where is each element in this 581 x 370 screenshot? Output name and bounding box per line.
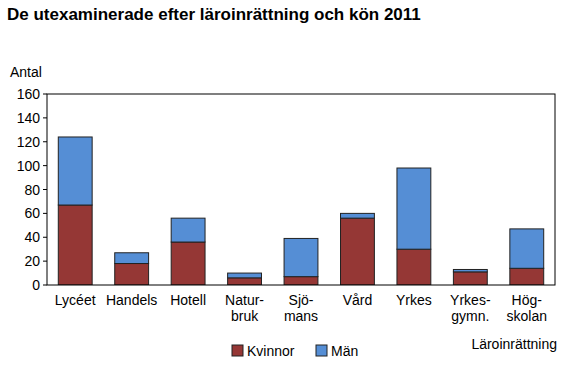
category-label-line: skolan [507,308,547,324]
category-label-line: Yrkes [396,292,432,308]
tick-label: 0 [32,277,40,293]
bar [284,238,318,276]
bar [171,242,205,285]
legend-label: Kvinnor [247,343,295,359]
tick-label: 40 [24,229,40,245]
tick [43,237,47,238]
tick-label: 120 [17,134,41,150]
tick-label: 20 [24,253,40,269]
bar [228,273,262,278]
category-label-line: Lycéet [55,292,96,308]
tick [43,94,47,95]
tick-label: 80 [24,182,40,198]
bar [228,278,262,285]
category-label-line: Vård [343,292,373,308]
category-label-line: Yrkes- [450,292,491,308]
bar [453,272,487,285]
category-label: Natur-bruk [225,292,264,324]
category-label-line: gymn. [451,308,489,324]
bars [58,137,543,285]
tick [43,261,47,262]
tick [43,141,47,142]
tick-label: 140 [17,110,41,126]
bar [397,168,431,249]
bar [115,253,149,264]
bar [341,213,375,218]
tick [43,165,47,166]
chart: 0 20 40 60 80 100 120 140 160 Antal Lycéet Handels H… [0,0,581,370]
tick [43,213,47,214]
legend-swatch [232,345,243,356]
legend-label: Män [331,343,358,359]
plot-frame [47,94,555,285]
category-label-line: Hotell [170,292,206,308]
bar [397,249,431,285]
bar [453,269,487,271]
bar [58,205,92,285]
category-label: Vård [343,292,373,308]
bar [284,277,318,285]
category-label: Yrkes [396,292,432,308]
tick [43,189,47,190]
tick [43,285,47,286]
bar [341,218,375,285]
category-label-line: Sjö- [289,292,314,308]
category-label: Yrkes-gymn. [450,292,491,324]
category-label-line: Handels [106,292,157,308]
tick-label: 60 [24,205,40,221]
category-label-line: mans [284,308,318,324]
y-axis-label: Antal [10,64,42,80]
chart-title: De utexaminerade efter läroinrättning oc… [7,4,437,25]
tick [43,117,47,118]
category-label-line: bruk [231,308,259,324]
bar [510,229,544,268]
bar [58,137,92,205]
x-axis-label: Läroinrättning [471,336,557,352]
bar [171,218,205,242]
bar [510,268,544,285]
tick-label: 160 [17,86,41,102]
category-label: Hög-skolan [507,292,547,324]
category-label: Handels [106,292,157,308]
category-label-line: Hög- [512,292,543,308]
category-label-line: Natur- [225,292,264,308]
category-label: Hotell [170,292,206,308]
category-label: Sjö-mans [284,292,318,324]
bar [115,264,149,285]
category-label: Lycéet [55,292,96,308]
legend-swatch [316,345,327,356]
tick-label: 100 [17,158,41,174]
